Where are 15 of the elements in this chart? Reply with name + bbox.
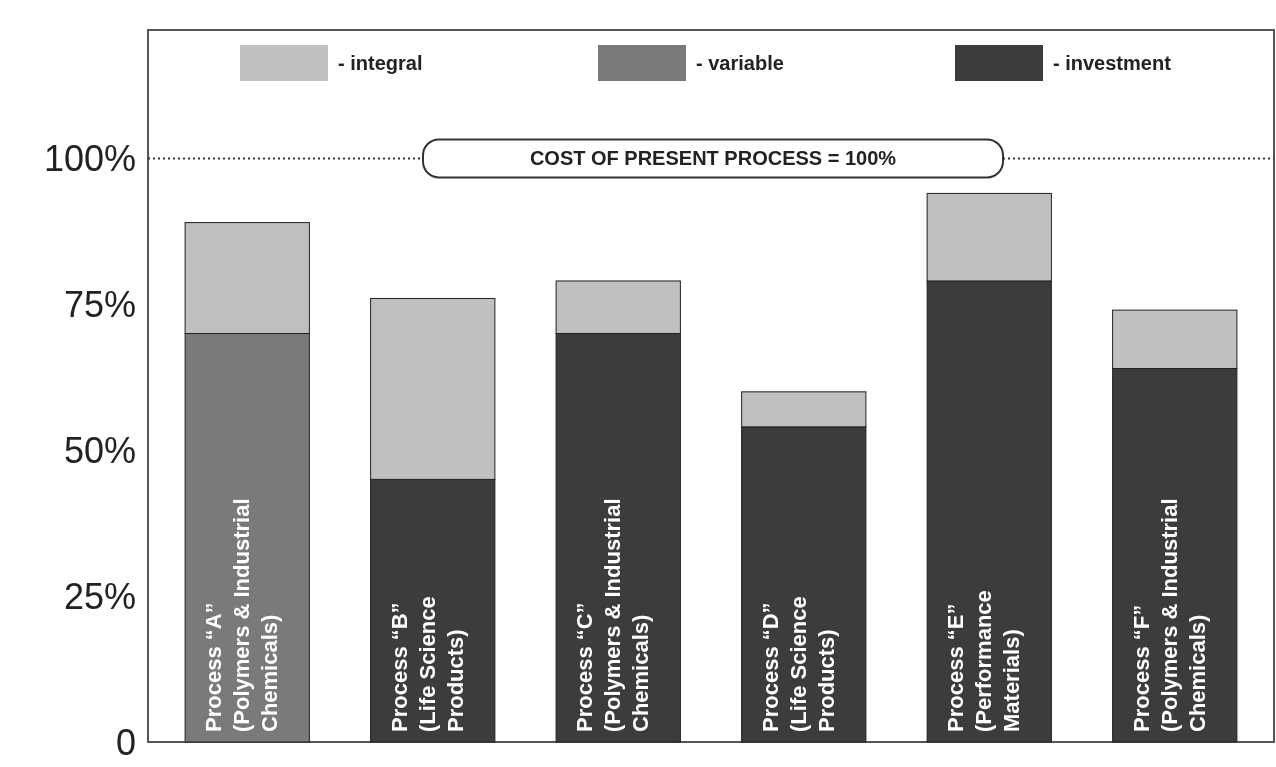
y-tick-label: 0 <box>115 721 136 763</box>
legend-label: - integral <box>338 52 423 74</box>
x-tick-label: Process “D” (Life Science Products) <box>757 596 839 732</box>
x-tick-label: Process “E” (Performance Materials) <box>943 590 1025 732</box>
y-tick-label: 25% <box>63 575 136 617</box>
x-tick-label: Process “F” (Polymers & Industrial Chemicals) <box>1128 498 1210 732</box>
legend-label: - variable <box>696 52 784 74</box>
y-tick-label: 100% <box>43 137 136 179</box>
legend-label: - investment <box>1053 52 1172 74</box>
y-tick-label: 50% <box>63 429 136 471</box>
ref-line-label: COST OF PRESENT PROCESS = 100% <box>529 147 897 170</box>
y-tick-label: 75% <box>63 283 136 325</box>
x-tick-label: Process “A” (Polymers & Industrial Chemicals) <box>201 498 283 732</box>
x-tick-label: Process “C” (Polymers & Industrial Chemicals) <box>572 498 654 732</box>
x-tick-label: Process “B” (Life Science Products) <box>386 596 468 732</box>
